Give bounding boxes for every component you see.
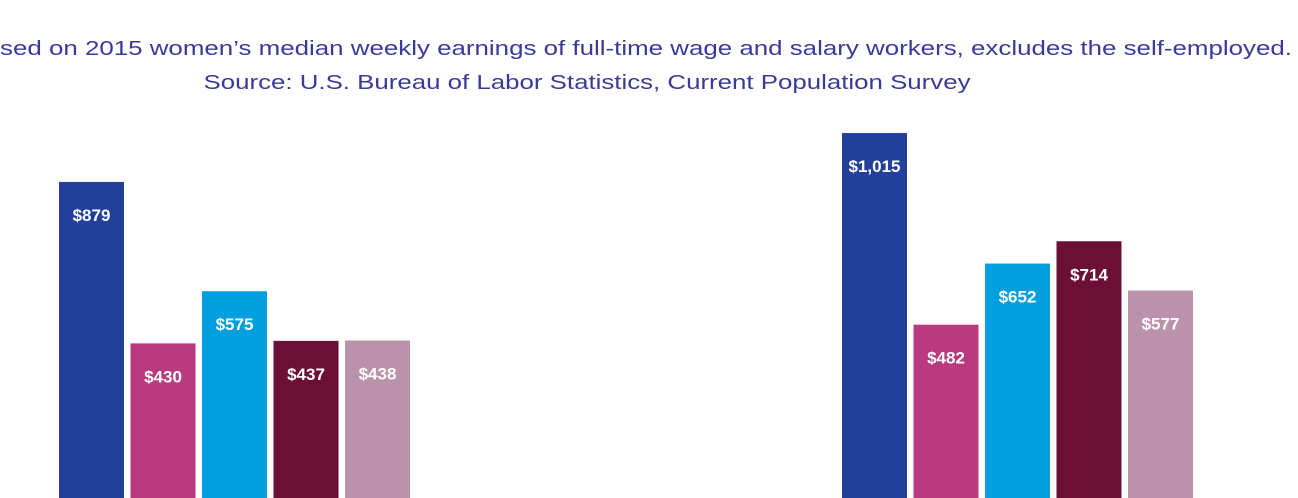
bar	[130, 343, 196, 498]
value-label: $430	[144, 367, 182, 386]
value-label: $714	[1070, 265, 1108, 284]
bar	[59, 181, 124, 498]
bar	[273, 340, 339, 498]
value-label: $652	[999, 288, 1037, 307]
bar	[985, 263, 1050, 498]
bar	[1128, 290, 1193, 498]
value-label: $437	[287, 365, 325, 384]
value-label: $879	[73, 206, 111, 225]
value-label: $482	[927, 349, 965, 368]
bar	[202, 291, 267, 498]
value-label: $577	[1142, 315, 1180, 334]
subtitle: Source: U.S. Bureau of Labor Statistics,…	[204, 72, 971, 94]
value-label: $438	[359, 365, 397, 384]
bar	[842, 133, 907, 498]
bar	[913, 324, 979, 498]
value-label: $575	[216, 315, 254, 334]
bar	[1056, 241, 1122, 498]
subtitle: sed on 2015 women’s median weekly earnin…	[0, 38, 1292, 60]
bar	[345, 340, 410, 498]
value-label: $1,015	[849, 157, 901, 176]
